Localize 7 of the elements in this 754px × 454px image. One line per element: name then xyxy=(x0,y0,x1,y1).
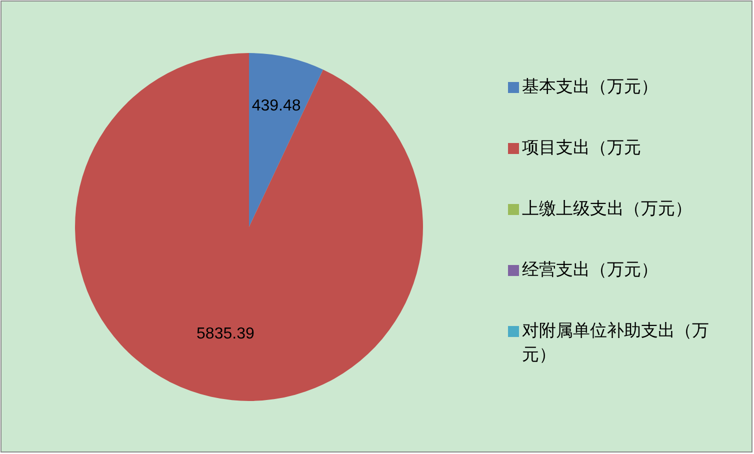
legend-label: 项目支出（万元 xyxy=(522,137,642,159)
legend-label: 上缴上级支出（万元） xyxy=(522,198,693,220)
data-label: 439.48 xyxy=(252,98,301,115)
legend-label: 基本支出（万元） xyxy=(522,76,659,98)
legend-label: 经营支出（万元） xyxy=(522,259,659,281)
data-label: 5835.39 xyxy=(196,325,254,342)
legend-label: 对附属单位补助支出（万元） xyxy=(522,320,710,366)
